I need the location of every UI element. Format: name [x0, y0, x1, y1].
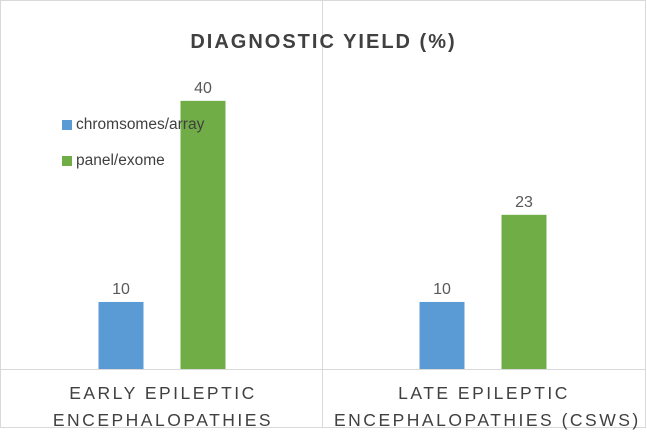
x-tick-label-late: LATE EPILEPTIC ENCEPHALOPATHIES (CSWS) [334, 380, 641, 434]
legend-label-panel-exome: panel/exome [76, 152, 165, 169]
legend-item-panel-exome: panel/exome [62, 152, 165, 170]
x-tick-label-early-line-2: ENCEPHALOPATHIES [52, 410, 274, 430]
x-tick-label-late-line-1: LATE EPILEPTIC [398, 383, 570, 403]
data-label-panel-exome-late: 23 [515, 194, 533, 211]
data-label-chromsomes-array-late: 10 [433, 281, 451, 298]
legend-label-chromsomes-array: chromsomes/array [76, 116, 205, 133]
x-tick-label-early: EARLY EPILEPTIC ENCEPHALOPATHIES [13, 380, 313, 434]
legend-item-chromsomes-array: chromsomes/array [62, 116, 204, 134]
bar-chromsomes-array-late [419, 301, 465, 369]
chart-title: DIAGNOSTIC YIELD (%) [190, 31, 457, 53]
bar-chromsomes-array-early [98, 301, 144, 369]
data-label-panel-exome-early: 40 [194, 80, 212, 97]
bar-panel-exome-early [180, 100, 226, 369]
legend-swatch-panel-exome [62, 156, 72, 166]
bar-panel-exome-late [501, 214, 547, 369]
x-tick-label-late-line-2: ENCEPHALOPATHIES (CSWS) [334, 410, 641, 430]
data-label-chromsomes-array-early: 10 [112, 281, 130, 298]
x-tick-label-early-line-1: EARLY EPILEPTIC [69, 383, 257, 403]
legend-swatch-chromsomes-array [62, 120, 72, 130]
